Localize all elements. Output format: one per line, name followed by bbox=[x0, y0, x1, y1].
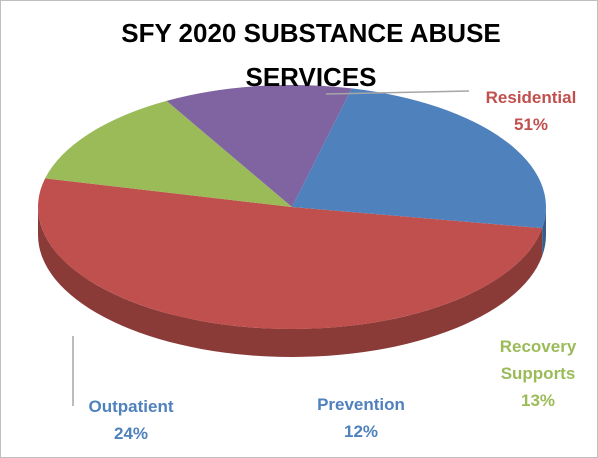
slice-value: 13% bbox=[520, 391, 556, 410]
leader-line bbox=[325, 90, 470, 95]
slice-value: 51% bbox=[513, 115, 549, 134]
pie-slice bbox=[166, 84, 352, 207]
slice-label: Prevention 12% bbox=[301, 391, 421, 445]
slice-value: 12% bbox=[343, 422, 379, 441]
chart-title: SFY 2020 SUBSTANCE ABUSE SERVICES bbox=[121, 18, 501, 92]
slice-name: Outpatient bbox=[88, 397, 174, 416]
pie-slice bbox=[292, 88, 546, 229]
slice-label: Recovery Supports 13% bbox=[481, 333, 595, 414]
pie-slice bbox=[45, 100, 293, 207]
pie-slice bbox=[37, 178, 543, 330]
pie-sides bbox=[38, 207, 546, 357]
slice-name: Recovery Supports bbox=[499, 337, 577, 383]
slice-label: Outpatient 24% bbox=[71, 393, 191, 447]
slice-value: 24% bbox=[113, 424, 149, 443]
slice-side bbox=[38, 207, 543, 357]
slice-name: Prevention bbox=[317, 395, 405, 414]
slice-label: Residential 51% bbox=[471, 84, 591, 138]
slice-name: Residential bbox=[485, 88, 577, 107]
slice-side bbox=[542, 207, 546, 257]
pie-tops bbox=[37, 84, 546, 330]
